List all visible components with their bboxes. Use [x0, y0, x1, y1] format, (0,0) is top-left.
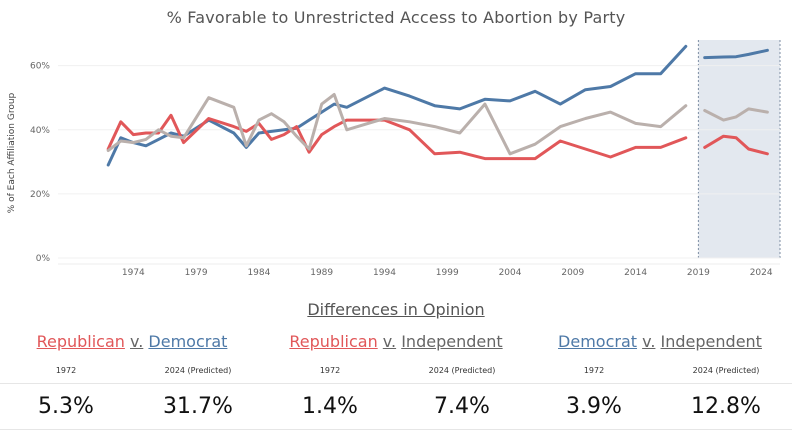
x-tick-label: 2004 [499, 268, 522, 278]
predicted-series-line [703, 107, 769, 122]
diff-value: 1.4% [302, 394, 358, 419]
diff-year-label: 2024 (Predicted) [164, 366, 232, 375]
x-tick-label: 1974 [122, 268, 145, 278]
x-tick-label: 2009 [561, 268, 584, 278]
diff-value: 12.8% [691, 394, 761, 419]
x-tick-label: 2014 [624, 268, 647, 278]
diff-year-label: 2024 (Predicted) [692, 366, 760, 375]
y-tick-label: 20% [30, 190, 50, 200]
predicted-series-line [703, 134, 769, 156]
y-axis-label: % of Each Affiliation Group [7, 92, 17, 213]
pair-label-v: v. [382, 332, 397, 351]
x-tick-label: 2024 [750, 268, 773, 278]
pair-title-dem-ind: Democrat v. Independent [528, 332, 792, 351]
x-tick-label: 1994 [373, 268, 396, 278]
pair-label-v: v. [130, 332, 144, 351]
pair-label-v: v. [642, 332, 656, 351]
pair-title-rep-dem: Republican v. Democrat [0, 332, 264, 351]
prediction-band [698, 40, 780, 258]
diff-value: 3.9% [566, 394, 622, 419]
series-line [106, 113, 688, 161]
x-tick-label: 2019 [687, 268, 710, 278]
series-line [106, 93, 688, 156]
pair-label-b: Democrat [148, 332, 228, 351]
diff-value: 7.4% [434, 394, 490, 419]
series-line [106, 44, 688, 167]
diff-year-label: 1972 [55, 366, 77, 375]
chart-title: % Favorable to Unrestricted Access to Ab… [166, 8, 626, 27]
diff-year-label: 1972 [319, 366, 341, 375]
diff-year-label: 2024 (Predicted) [428, 366, 496, 375]
x-tick-label: 1984 [247, 268, 270, 278]
diff-value: 5.3% [38, 394, 94, 419]
pair-label-b: Independent [660, 332, 762, 351]
pair-label-b: Independent [401, 332, 503, 351]
diff-year-label: 1972 [583, 366, 605, 375]
differences-title: Differences in Opinion [307, 300, 485, 319]
x-tick-label: 1989 [310, 268, 333, 278]
x-tick-label: 1999 [436, 268, 459, 278]
pair-label-a: Republican [289, 332, 378, 351]
x-tick-label: 1979 [185, 268, 208, 278]
table-divider [0, 383, 792, 384]
line-chart: 0% 20% 40% 60% 1974 1979 1984 1989 1994 1999 2004 2… [30, 40, 781, 278]
y-tick-label: 40% [30, 126, 50, 136]
pair-label-a: Democrat [558, 332, 638, 351]
y-tick-label: 0% [36, 254, 51, 264]
pair-title-rep-ind: Republican v. Independent [264, 332, 528, 351]
pair-label-a: Republican [36, 332, 125, 351]
predicted-series-line [703, 48, 769, 60]
table-divider [0, 429, 792, 430]
y-tick-label: 60% [30, 62, 50, 72]
diff-value: 31.7% [163, 394, 233, 419]
